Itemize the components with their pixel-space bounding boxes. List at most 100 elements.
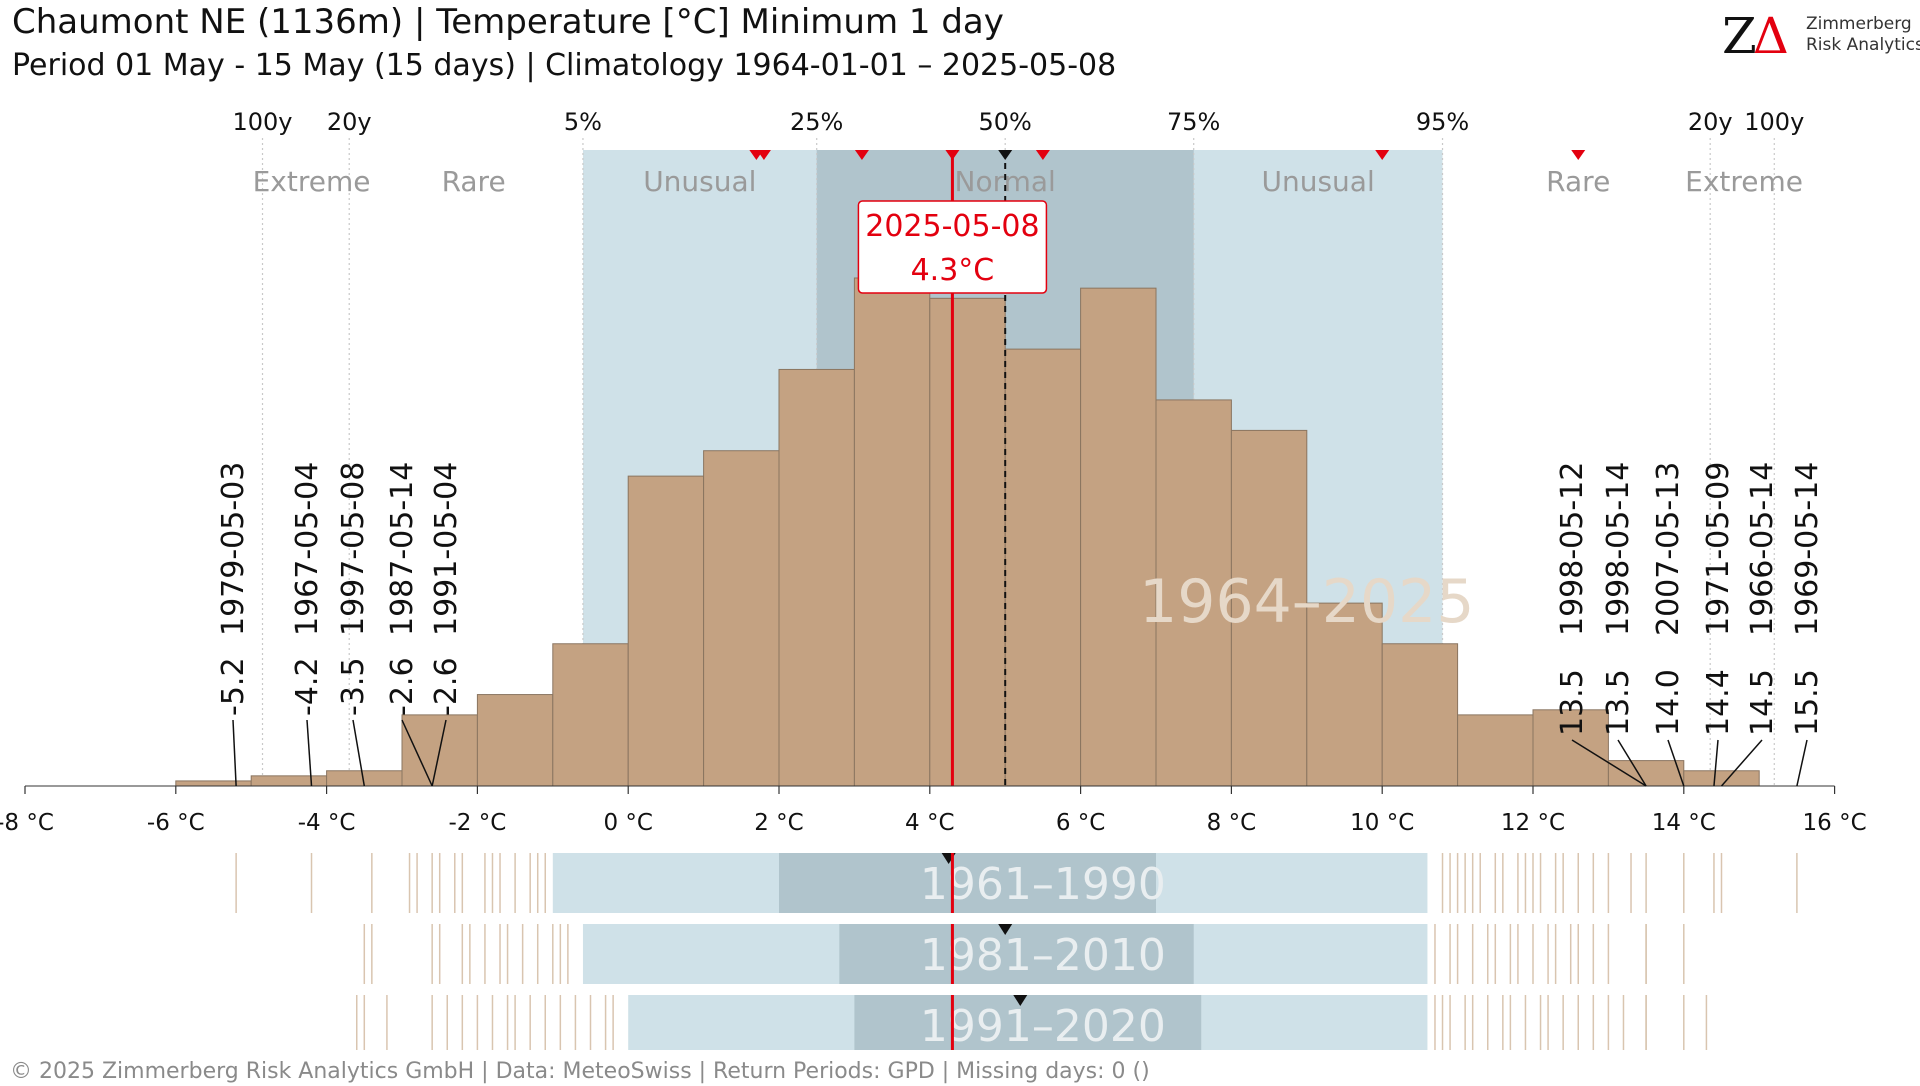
x-tick-label: 16 °C	[1803, 810, 1867, 836]
x-tick-label: 14 °C	[1652, 810, 1716, 836]
strip-median-marker	[1013, 995, 1028, 1006]
histogram-bar	[1532, 709, 1609, 787]
extreme-low-value: -4.2	[290, 657, 325, 716]
extreme-high-leader	[1796, 739, 1808, 787]
logo-mark-icon: ZΔ	[1722, 7, 1789, 65]
extreme-high-value: 15.5	[1790, 669, 1825, 736]
x-tick-label: 0 °C	[603, 810, 653, 836]
logo-line-2: Risk Analytics	[1806, 35, 1920, 55]
histogram-bar	[1230, 429, 1308, 787]
histogram-bar	[175, 780, 252, 787]
extreme-low-leader	[401, 719, 433, 787]
extreme-low-value: -5.2	[216, 657, 251, 716]
extreme-low-leader	[352, 719, 366, 787]
extreme-high-value: 14.4	[1701, 669, 1736, 736]
extreme-low-leader	[431, 719, 447, 787]
extreme-high-leader	[1667, 739, 1685, 787]
strip-median-marker	[998, 924, 1013, 935]
extreme-low-value: -2.6	[385, 657, 420, 716]
extreme-high-value: 14.5	[1745, 669, 1780, 736]
percentile-label: 20y	[1688, 108, 1733, 136]
logo-text: Zimmerberg Risk Analytics	[1806, 14, 1920, 56]
category-label: Rare	[1546, 165, 1610, 198]
extreme-high-leader	[1720, 739, 1763, 787]
x-tick-label: 8 °C	[1207, 810, 1257, 836]
recent-value-marker	[1035, 150, 1050, 160]
strip-period-label: 1981–2010	[920, 930, 1166, 981]
histogram-bar	[1155, 399, 1232, 787]
x-tick-label: 4 °C	[905, 810, 955, 836]
histogram-bar	[703, 450, 780, 787]
extreme-low-date: 1991-05-04	[429, 462, 464, 636]
extreme-high-date: 1966-05-14	[1745, 462, 1780, 636]
extreme-low-date: 1997-05-08	[336, 462, 371, 636]
strip-normal-band	[839, 924, 1194, 984]
recent-value-marker	[854, 150, 869, 160]
percentile-label: 95%	[1416, 108, 1469, 136]
x-tick-label: 10 °C	[1350, 810, 1414, 836]
category-label: Unusual	[643, 165, 756, 198]
percentile-label: 100y	[1744, 108, 1804, 136]
x-tick-label: 2 °C	[754, 810, 804, 836]
logo-line-1: Zimmerberg	[1806, 14, 1912, 34]
extreme-low-date: 1987-05-14	[385, 462, 420, 636]
recent-value-marker	[945, 150, 960, 160]
strip-normal-band	[779, 853, 1156, 913]
histogram-bar	[552, 643, 629, 787]
strip-period-label: 1961–1990	[920, 859, 1166, 910]
recent-value-marker	[756, 150, 771, 160]
extreme-low-value: -3.5	[336, 657, 371, 716]
percentile-label: 50%	[979, 108, 1032, 136]
strip-period-label: 1991–2020	[920, 1001, 1166, 1050]
x-tick-label: -6 °C	[147, 810, 205, 836]
category-label: Extreme	[253, 165, 371, 198]
recent-value-marker	[1375, 150, 1390, 160]
median-marker	[998, 150, 1013, 160]
extreme-high-date: 1998-05-12	[1555, 462, 1590, 636]
histogram-bar	[1457, 714, 1534, 787]
extreme-high-value: 13.5	[1555, 669, 1590, 736]
current-value-label: 4.3°C	[911, 253, 995, 288]
histogram-bar	[853, 277, 931, 787]
histogram-bar	[1381, 643, 1459, 787]
extreme-high-date: 2007-05-13	[1651, 462, 1686, 636]
percentile-label: 5%	[564, 108, 602, 136]
percentile-label: 100y	[233, 108, 293, 136]
extreme-low-date: 1967-05-04	[290, 462, 325, 636]
extreme-high-leader	[1617, 739, 1647, 787]
extreme-high-leader	[1571, 739, 1647, 787]
extreme-high-leader	[1713, 739, 1719, 787]
histogram-bar	[1080, 287, 1157, 787]
histogram-bar	[1683, 770, 1760, 787]
category-label: Rare	[442, 165, 506, 198]
period-watermark: 1964–2025	[1139, 567, 1474, 637]
company-logo: ZΔ Zimmerberg Risk Analytics	[1722, 8, 1920, 64]
category-label: Unusual	[1261, 165, 1374, 198]
category-label: Normal	[955, 165, 1056, 198]
chart-subtitle: Period 01 May - 15 May (15 days) | Clima…	[12, 48, 1117, 83]
category-label: Extreme	[1685, 165, 1803, 198]
histogram-bar	[1004, 348, 1082, 787]
x-tick-label: -8 °C	[0, 810, 54, 836]
extreme-low-leader	[306, 719, 313, 787]
histogram-bar	[1607, 760, 1685, 787]
extreme-low-date: 1979-05-03	[216, 462, 251, 636]
chart-title: Chaumont NE (1136m) | Temperature [°C] M…	[12, 2, 1004, 42]
extreme-low-value: -2.6	[429, 657, 464, 716]
current-date-label: 2025-05-08	[865, 209, 1039, 244]
histogram-bar	[929, 297, 1006, 787]
histogram-bar	[778, 368, 855, 787]
percentile-label: 75%	[1167, 108, 1220, 136]
strip-normal-band	[854, 995, 1202, 1050]
climate-histogram-chart: 100y 20y 5% 25% 50% 75% 95% 20y 100y Extreme Rare U…	[0, 108, 1867, 1050]
histogram-bar	[250, 775, 328, 787]
percentile-label: 20y	[327, 108, 372, 136]
x-tick-label: -2 °C	[448, 810, 506, 836]
histogram-bar	[476, 694, 554, 787]
histogram-bar	[1306, 602, 1383, 787]
percentile-label: 25%	[790, 108, 843, 136]
extreme-high-date: 1969-05-14	[1790, 462, 1825, 636]
x-tick-label: -4 °C	[298, 810, 356, 836]
histogram-bar	[627, 475, 705, 787]
extreme-low-leader	[232, 719, 237, 787]
